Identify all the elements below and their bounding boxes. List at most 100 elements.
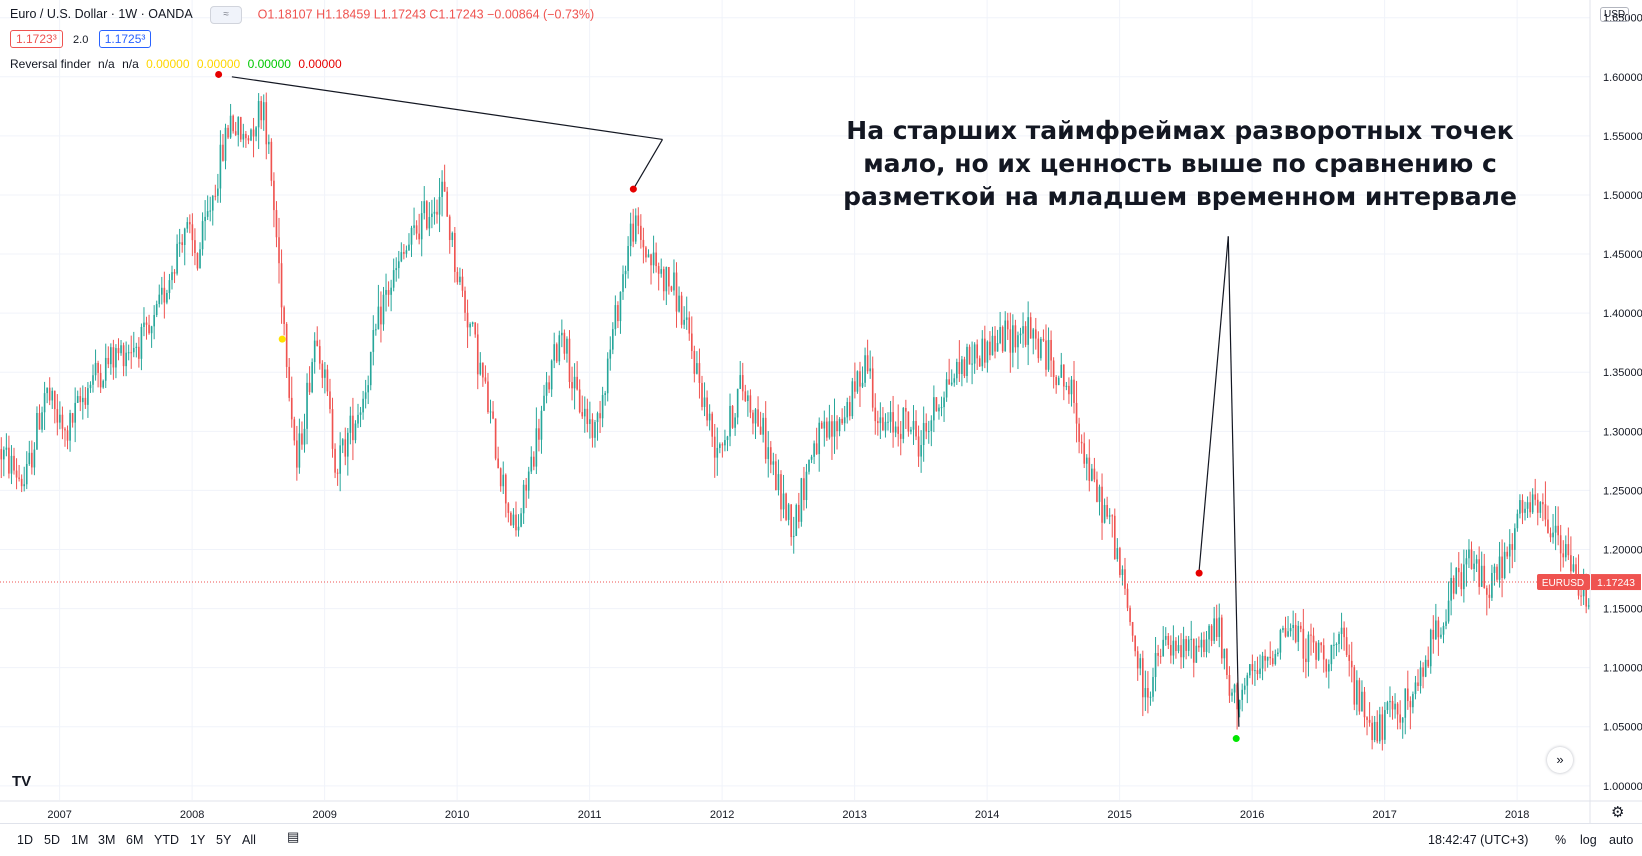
- candle-body: [1386, 702, 1389, 711]
- candle-body: [978, 358, 981, 367]
- candle-body: [474, 322, 477, 335]
- candle-body: [1585, 580, 1587, 607]
- range-6m[interactable]: 6M: [126, 833, 144, 847]
- candle-body: [693, 350, 696, 374]
- candle-body: [84, 397, 87, 405]
- candle-body: [107, 357, 110, 365]
- candle-body: [558, 335, 561, 362]
- candle-body: [308, 382, 311, 393]
- y-tick-label: 1.25000: [1603, 485, 1642, 497]
- candle-body: [1164, 636, 1167, 640]
- candle-body: [214, 195, 217, 197]
- candle-body: [1547, 519, 1549, 534]
- candle-body: [711, 413, 714, 437]
- scroll-to-realtime-icon[interactable]: »: [1547, 747, 1573, 773]
- ohlc-high: H1.18459: [316, 7, 371, 22]
- percent-toggle[interactable]: %: [1555, 833, 1567, 847]
- candle-body: [1559, 535, 1562, 554]
- candle-body: [1203, 639, 1205, 652]
- candle-body: [385, 289, 387, 295]
- candle-body: [321, 363, 324, 378]
- candle-body: [1198, 645, 1200, 648]
- gear-icon[interactable]: ⚙: [1611, 804, 1625, 821]
- candle-body: [759, 426, 762, 435]
- candle-body: [1297, 625, 1300, 642]
- clock-time[interactable]: 18:42:47 (UTC+3): [1428, 833, 1529, 847]
- candle-body: [1475, 559, 1478, 564]
- candle-body: [606, 358, 609, 394]
- candle-body: [634, 215, 637, 242]
- range-all[interactable]: All: [242, 833, 256, 847]
- y-tick-label: 1.35000: [1603, 367, 1642, 379]
- indicator-legend[interactable]: Reversal finder n/a n/a 0.00000 0.00000 …: [10, 57, 346, 71]
- range-3m[interactable]: 3M: [98, 833, 116, 847]
- candle-body: [227, 127, 229, 138]
- candle-body: [504, 474, 507, 504]
- symbol-title[interactable]: Euro / U.S. Dollar · 1W · OANDA: [10, 7, 193, 22]
- range-1y[interactable]: 1Y: [190, 833, 206, 847]
- candle-body: [724, 440, 726, 446]
- indicator-na-2: n/a: [122, 57, 139, 71]
- candle-body: [1241, 689, 1244, 700]
- buy-button[interactable]: 1.1725³: [98, 30, 152, 48]
- candle-body: [540, 410, 543, 440]
- candle-body: [986, 341, 989, 363]
- spread-value: 2.0: [73, 34, 89, 46]
- candle-body: [599, 413, 601, 419]
- candle-body: [56, 409, 59, 423]
- candle-body: [889, 412, 892, 422]
- bottom-toolbar: 1D 5D 1M 3M 6M YTD 1Y 5Y All ▤ 18:42:47 …: [0, 823, 1642, 856]
- sell-button[interactable]: 1.1723³: [10, 30, 63, 48]
- range-5d[interactable]: 5D: [44, 833, 60, 847]
- candle-body: [1348, 654, 1351, 661]
- candle-body: [53, 390, 56, 410]
- range-5y[interactable]: 5Y: [216, 833, 232, 847]
- candle-body: [250, 129, 252, 141]
- candle-body: [1233, 684, 1236, 693]
- candle-body: [410, 227, 413, 245]
- candle-body: [1455, 567, 1458, 594]
- candle-body: [178, 242, 181, 244]
- candle-body: [1022, 326, 1024, 334]
- range-1d[interactable]: 1D: [17, 833, 33, 847]
- candle-body: [925, 423, 928, 432]
- candle-body: [594, 422, 596, 438]
- auto-toggle[interactable]: auto: [1609, 833, 1634, 847]
- candle-body: [122, 345, 125, 367]
- candle-body: [1124, 569, 1126, 589]
- candle-body: [1068, 385, 1070, 395]
- candle-body: [425, 201, 428, 229]
- candle-body: [543, 395, 545, 411]
- candle-body: [1317, 642, 1320, 660]
- candle-body: [703, 397, 706, 407]
- range-1m[interactable]: 1M: [71, 833, 89, 847]
- candle-body: [576, 376, 578, 390]
- tradingview-logo-icon[interactable]: TV: [12, 773, 32, 790]
- candle-body: [1483, 565, 1486, 589]
- candle-body: [915, 421, 917, 437]
- candle-body: [1261, 655, 1264, 669]
- candle-body: [1322, 645, 1325, 660]
- candle-body: [36, 412, 38, 450]
- log-toggle[interactable]: log: [1580, 833, 1597, 847]
- candle-body: [318, 346, 321, 364]
- candle-body: [1358, 680, 1361, 712]
- indicator-name[interactable]: Reversal finder: [10, 57, 91, 71]
- candle-body: [884, 421, 887, 431]
- candle-body: [1192, 638, 1195, 663]
- candle-body: [831, 421, 833, 437]
- candle-body: [234, 131, 237, 135]
- candle-body: [400, 252, 403, 262]
- candle-body: [1534, 494, 1537, 500]
- candle-body: [609, 349, 612, 359]
- candle-body: [1549, 533, 1552, 538]
- calendar-icon[interactable]: ▤: [287, 829, 300, 844]
- candle-body: [296, 440, 298, 468]
- range-ytd[interactable]: YTD: [154, 833, 179, 847]
- currency-button[interactable]: USD: [1600, 7, 1630, 22]
- candle-body: [339, 445, 341, 474]
- compare-icon[interactable]: ≈: [210, 6, 243, 24]
- price-chart[interactable]: 1.00000 1.05000 1.10000 1.15000 1.20000 1.250…: [0, 0, 1642, 823]
- candle-body: [1299, 625, 1302, 629]
- candle-body: [369, 351, 372, 386]
